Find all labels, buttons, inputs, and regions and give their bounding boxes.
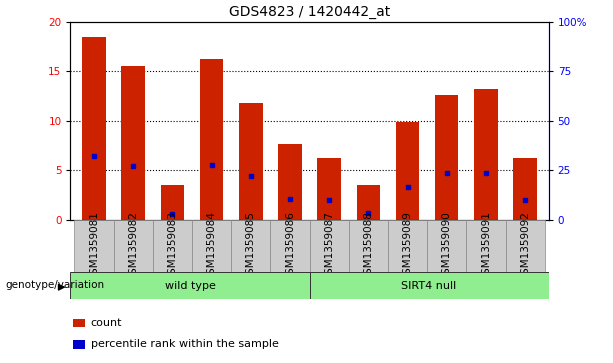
Bar <box>82 37 106 220</box>
Text: GSM1359083: GSM1359083 <box>167 211 177 281</box>
Text: GSM1359091: GSM1359091 <box>481 211 491 281</box>
Bar <box>318 158 341 220</box>
Bar <box>113 220 153 272</box>
Bar <box>153 220 192 272</box>
Text: GSM1359087: GSM1359087 <box>324 211 334 281</box>
Text: GSM1359085: GSM1359085 <box>246 211 256 281</box>
Text: GSM1359089: GSM1359089 <box>403 211 413 281</box>
Text: GSM1359086: GSM1359086 <box>285 211 295 281</box>
Bar <box>466 220 506 272</box>
Text: GSM1359084: GSM1359084 <box>207 211 216 281</box>
Text: SIRT4 null: SIRT4 null <box>402 281 457 291</box>
Text: wild type: wild type <box>165 281 215 291</box>
Bar <box>74 319 85 327</box>
Bar <box>70 272 310 299</box>
Bar <box>270 220 310 272</box>
Bar <box>357 185 380 220</box>
Text: count: count <box>91 318 122 328</box>
Bar <box>74 220 113 272</box>
Bar <box>200 60 223 220</box>
Text: GSM1359090: GSM1359090 <box>442 211 452 281</box>
Bar <box>74 340 85 348</box>
Text: GSM1359092: GSM1359092 <box>520 211 530 281</box>
Bar <box>427 220 466 272</box>
Bar <box>474 89 498 220</box>
Bar <box>396 122 419 220</box>
Bar <box>192 220 231 272</box>
Text: genotype/variation: genotype/variation <box>6 280 105 290</box>
Text: GSM1359081: GSM1359081 <box>89 211 99 281</box>
Bar <box>161 185 184 220</box>
Bar <box>506 220 545 272</box>
Bar <box>513 158 537 220</box>
Bar <box>310 220 349 272</box>
Bar <box>435 95 459 220</box>
Text: GSM1359088: GSM1359088 <box>364 211 373 281</box>
Bar <box>231 220 270 272</box>
Text: GSM1359082: GSM1359082 <box>128 211 138 281</box>
Bar <box>388 220 427 272</box>
Bar <box>121 66 145 220</box>
Bar <box>239 103 262 220</box>
Text: percentile rank within the sample: percentile rank within the sample <box>91 339 278 350</box>
Bar <box>310 272 549 299</box>
Title: GDS4823 / 1420442_at: GDS4823 / 1420442_at <box>229 5 390 19</box>
Bar <box>349 220 388 272</box>
Bar <box>278 144 302 220</box>
